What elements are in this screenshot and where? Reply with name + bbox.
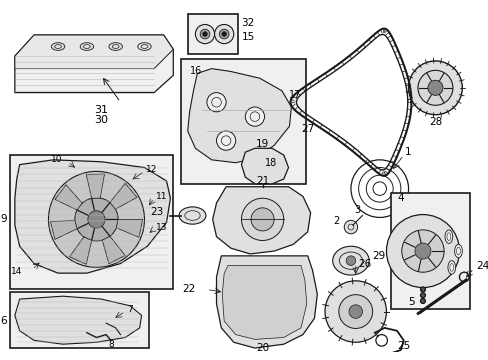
Text: 12: 12 (146, 165, 158, 174)
Polygon shape (50, 220, 77, 239)
Polygon shape (15, 160, 170, 273)
Text: 28: 28 (428, 117, 441, 127)
Circle shape (420, 293, 425, 298)
Polygon shape (102, 236, 125, 264)
Polygon shape (116, 219, 142, 237)
Circle shape (325, 281, 386, 342)
Circle shape (48, 171, 144, 267)
Text: 25: 25 (396, 341, 409, 351)
Ellipse shape (109, 43, 122, 50)
Ellipse shape (80, 43, 93, 50)
Polygon shape (187, 69, 291, 163)
Text: 15: 15 (241, 32, 254, 42)
Text: 11: 11 (156, 192, 167, 201)
Text: 24: 24 (475, 261, 488, 271)
Ellipse shape (179, 207, 205, 224)
Polygon shape (15, 35, 173, 69)
Text: 20: 20 (256, 343, 268, 353)
Polygon shape (241, 148, 288, 184)
Text: 31: 31 (94, 105, 108, 115)
Text: 8: 8 (108, 340, 114, 349)
Text: 26: 26 (358, 258, 371, 269)
Text: 32: 32 (241, 18, 254, 28)
Text: 19: 19 (255, 139, 269, 149)
Circle shape (88, 211, 105, 228)
Text: 7: 7 (127, 305, 133, 314)
Text: 9: 9 (0, 214, 7, 224)
Text: 2: 2 (332, 216, 339, 226)
Polygon shape (110, 183, 137, 209)
Circle shape (206, 93, 225, 112)
Text: 23: 23 (150, 207, 163, 217)
Circle shape (346, 256, 355, 265)
Circle shape (250, 208, 274, 231)
Polygon shape (216, 256, 317, 348)
Bar (10, 292, 149, 348)
Circle shape (222, 32, 226, 36)
Bar (390, 193, 469, 309)
Text: 3: 3 (354, 205, 360, 215)
Circle shape (195, 24, 214, 44)
Text: 5: 5 (407, 297, 414, 307)
Circle shape (214, 24, 233, 44)
Circle shape (200, 29, 209, 39)
Circle shape (420, 287, 425, 292)
Circle shape (420, 298, 425, 303)
Text: 6: 6 (0, 316, 7, 326)
Circle shape (241, 198, 283, 240)
Circle shape (401, 230, 443, 272)
Bar (187, 14, 237, 54)
Text: 13: 13 (156, 222, 167, 231)
Circle shape (216, 131, 235, 150)
Ellipse shape (447, 261, 455, 274)
Circle shape (338, 294, 372, 328)
Text: 1: 1 (404, 147, 410, 157)
Bar (181, 59, 305, 184)
Circle shape (344, 220, 357, 234)
Ellipse shape (51, 43, 64, 50)
Ellipse shape (332, 246, 368, 275)
Polygon shape (69, 237, 91, 264)
Ellipse shape (138, 43, 151, 50)
Circle shape (245, 107, 264, 126)
Circle shape (219, 29, 228, 39)
Ellipse shape (444, 230, 452, 243)
Text: 29: 29 (371, 251, 385, 261)
Text: 16: 16 (189, 66, 202, 76)
Circle shape (348, 305, 362, 318)
Text: 27: 27 (301, 124, 314, 134)
Polygon shape (212, 187, 310, 254)
Text: 21: 21 (255, 176, 269, 186)
Text: 22: 22 (182, 284, 195, 293)
Circle shape (386, 215, 459, 288)
Circle shape (414, 243, 430, 259)
Text: 14: 14 (11, 267, 22, 276)
Bar (10, 155, 173, 289)
Circle shape (407, 61, 461, 115)
Circle shape (75, 198, 118, 241)
Text: 4: 4 (396, 193, 403, 203)
Circle shape (202, 32, 207, 36)
Text: 10: 10 (51, 155, 63, 164)
Ellipse shape (454, 244, 461, 258)
Polygon shape (15, 35, 173, 93)
Polygon shape (15, 296, 142, 344)
Text: 30: 30 (94, 114, 108, 125)
Polygon shape (55, 185, 82, 210)
Circle shape (417, 70, 452, 105)
Circle shape (427, 80, 442, 95)
Text: 17: 17 (288, 90, 300, 99)
Polygon shape (222, 265, 306, 339)
Polygon shape (86, 174, 104, 198)
Text: 18: 18 (264, 158, 276, 168)
